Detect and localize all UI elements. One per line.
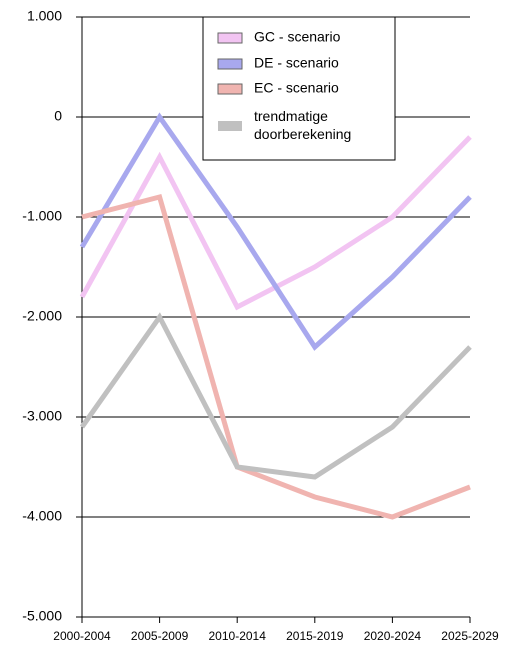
- y-tick-label: 1.000: [27, 8, 62, 24]
- y-tick-label: -2.000: [22, 308, 62, 324]
- series-line: [81, 193, 471, 520]
- y-tick-label: 0: [54, 108, 62, 124]
- x-tick-label: 2000-2004: [53, 629, 111, 643]
- series-line: [79, 312, 472, 480]
- legend-swatch: [218, 121, 242, 131]
- legend-swatch: [217, 58, 243, 70]
- legend-label: trendmatige doorberekening: [254, 108, 351, 142]
- legend-swatch: [217, 83, 243, 95]
- legend: GC - scenario DE - scenario EC - scenario t…: [202, 16, 396, 161]
- legend-label-line: trendmatige: [254, 108, 328, 124]
- y-tick-label: -5.000: [22, 608, 62, 624]
- x-tick-label: 2005-2009: [131, 629, 189, 643]
- y-tick-label: -4.000: [22, 508, 62, 524]
- legend-label-line: doorberekening: [254, 126, 351, 142]
- x-tick-label: 2025-2029: [441, 629, 499, 643]
- legend-swatch: [217, 32, 243, 44]
- legend-label: GC - scenario: [254, 29, 341, 45]
- x-tick-label: 2020-2024: [364, 629, 422, 643]
- series-line: [79, 135, 472, 311]
- y-tick-label: -1.000: [22, 208, 62, 224]
- series-line: [79, 112, 472, 351]
- x-tick-label: 2015-2019: [286, 629, 344, 643]
- x-tick-label: 2010-2014: [209, 629, 267, 643]
- legend-label: DE - scenario: [254, 55, 339, 71]
- legend-label: EC - scenario: [254, 80, 339, 96]
- y-tick-label: -3.000: [22, 408, 62, 424]
